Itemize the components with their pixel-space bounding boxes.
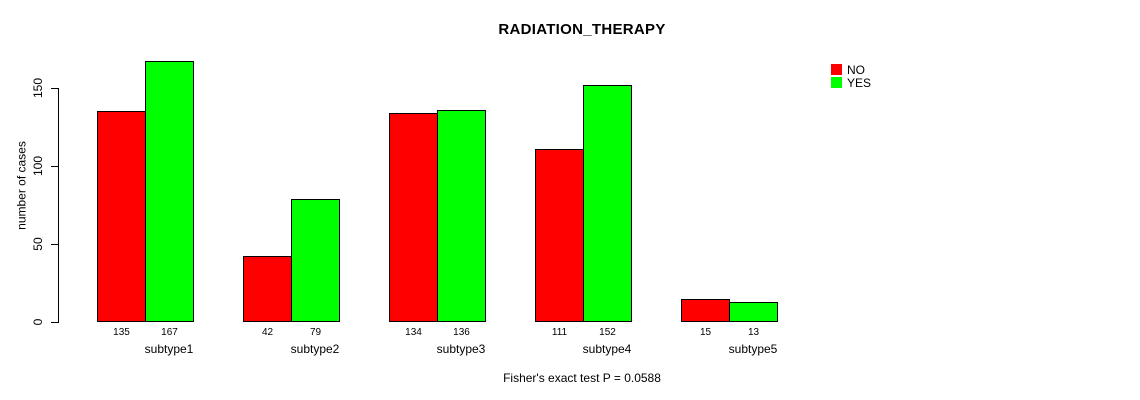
y-tick-mark: [51, 322, 58, 323]
y-axis-label: number of cases: [14, 141, 29, 230]
bar-value-label-yes-subtype4: 152: [599, 327, 616, 338]
y-tick-label: 150: [31, 77, 45, 99]
category-label-subtype1: subtype1: [144, 342, 194, 356]
bar-no-subtype2: [243, 256, 292, 322]
y-tick-mark: [51, 88, 58, 89]
y-tick-label: 0: [31, 318, 45, 326]
bar-value-label-yes-subtype3: 136: [453, 327, 470, 338]
bar-yes-subtype2: [291, 199, 340, 322]
bar-value-label-no-subtype2: 42: [261, 327, 274, 338]
y-tick-label: 50: [31, 237, 45, 251]
bar-value-label-yes-subtype2: 79: [309, 327, 322, 338]
category-label-subtype4: subtype4: [582, 342, 632, 356]
bar-no-subtype3: [389, 113, 438, 322]
bar-value-label-no-subtype1: 135: [113, 327, 130, 338]
bar-value-label-no-subtype3: 134: [405, 327, 422, 338]
bar-yes-subtype4: [583, 85, 632, 322]
category-label-subtype3: subtype3: [436, 342, 486, 356]
bar-value-label-no-subtype5: 15: [699, 327, 712, 338]
legend-label-no: NO: [847, 63, 865, 77]
bar-no-subtype1: [97, 111, 146, 322]
category-label-subtype5: subtype5: [728, 342, 778, 356]
bar-yes-subtype3: [437, 110, 486, 322]
y-tick-mark: [51, 166, 58, 167]
fisher-test-caption: Fisher's exact test P = 0.0588: [503, 371, 661, 385]
y-axis-line: [58, 88, 59, 323]
y-tick-label: 100: [31, 155, 45, 177]
chart-title: RADIATION_THERAPY: [498, 21, 666, 38]
bar-yes-subtype5: [729, 302, 778, 322]
bar-value-label-yes-subtype5: 13: [747, 327, 760, 338]
legend-label-yes: YES: [847, 76, 872, 90]
bar-yes-subtype1: [145, 61, 194, 322]
bar-no-subtype4: [535, 149, 584, 322]
y-tick-mark: [51, 244, 58, 245]
bar-value-label-yes-subtype1: 167: [161, 327, 178, 338]
legend-swatch-no: [831, 64, 842, 75]
legend-swatch-yes: [831, 77, 842, 88]
bar-no-subtype5: [681, 299, 730, 322]
bar-value-label-no-subtype4: 111: [551, 327, 568, 338]
category-label-subtype2: subtype2: [290, 342, 340, 356]
